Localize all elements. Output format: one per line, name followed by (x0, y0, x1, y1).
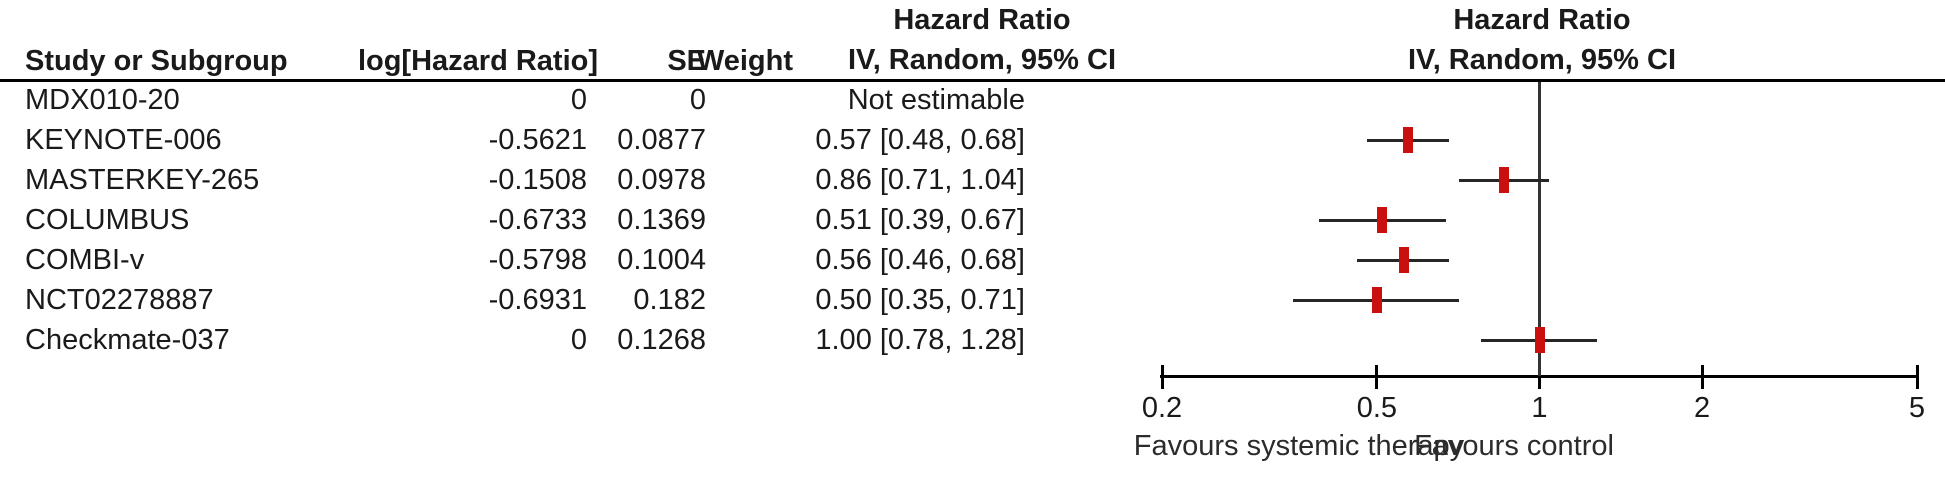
col-header-hazard-ratio-text: Hazard Ratio IV, Random, 95% CI (822, 0, 1142, 80)
ci-text-value: 1.00 [0.78, 1.28] (815, 324, 1025, 356)
col-header-study: Study or Subgroup (25, 45, 288, 77)
log-hr-value: 0 (570, 84, 587, 116)
se-value: 0.182 (633, 284, 706, 316)
ci-text-value: 0.56 [0.46, 0.68] (815, 244, 1025, 276)
se-value: 0.0978 (617, 164, 706, 196)
study-row: NCT02278887 -0.6931 0.182 0.50 [0.35, 0.… (0, 280, 1945, 320)
study-name: NCT02278887 (25, 284, 214, 316)
axis-tick (1160, 365, 1164, 389)
axis-tick-label: 1 (1531, 392, 1548, 424)
se-value: 0.0877 (617, 124, 706, 156)
se-value: 0.1369 (617, 204, 706, 236)
col-header-hazard-ratio-text-line2: IV, Random, 95% CI (847, 44, 1117, 76)
col-header-se: SE (667, 45, 706, 77)
favours-left-label: Favours systemic therapy (1133, 430, 1465, 462)
study-name: MASTERKEY-265 (25, 164, 260, 196)
log-hr-value: 0 (570, 324, 587, 356)
hr-marker (1402, 127, 1413, 153)
ci-text-value: 0.57 [0.48, 0.68] (815, 124, 1025, 156)
log-hr-value: -0.6931 (488, 284, 587, 316)
axis-tick (1538, 365, 1541, 389)
log-hr-value: -0.6733 (488, 204, 587, 236)
favours-right-label: Favours control (1414, 430, 1614, 462)
study-row: Checkmate-037 0 0.1268 1.00 [0.78, 1.28] (0, 320, 1945, 360)
study-row: COLUMBUS -0.6733 0.1369 0.51 [0.39, 0.67… (0, 200, 1945, 240)
axis-tick-label: 2 (1694, 392, 1711, 424)
axis-tick (1915, 365, 1919, 389)
axis-tick (1700, 365, 1704, 389)
study-name: COMBI-v (25, 244, 145, 276)
axis-tick (1375, 365, 1379, 389)
study-row: MDX010-20 0 0 Not estimable (0, 80, 1945, 120)
log-hr-value: -0.5798 (488, 244, 587, 276)
study-row: MASTERKEY-265 -0.1508 0.0978 0.86 [0.71,… (0, 160, 1945, 200)
study-name: COLUMBUS (25, 204, 190, 236)
axis-tick-label: 0.5 (1356, 392, 1398, 424)
header-divider-line (0, 79, 1945, 82)
hr-marker (1499, 167, 1510, 193)
hr-marker (1371, 287, 1382, 313)
col-header-log-hazard-ratio: log[Hazard Ratio] (357, 45, 598, 77)
ci-text-value: 0.50 [0.35, 0.71] (815, 284, 1025, 316)
ci-text-value: 0.51 [0.39, 0.67] (815, 204, 1025, 236)
hr-marker (1398, 247, 1409, 273)
se-value: 0.1268 (617, 324, 706, 356)
col-header-hazard-ratio-text-line1: Hazard Ratio (893, 4, 1071, 36)
col-header-weight: Weight (696, 45, 793, 77)
col-header-hazard-ratio-plot-line1: Hazard Ratio (1453, 4, 1631, 36)
log-hr-value: -0.1508 (488, 164, 587, 196)
se-value: 0 (689, 84, 706, 116)
hr-marker (1534, 327, 1545, 353)
ci-text-value: Not estimable (847, 84, 1025, 116)
col-header-hazard-ratio-plot-line2: IV, Random, 95% CI (1407, 44, 1677, 76)
study-name: KEYNOTE-006 (25, 124, 222, 156)
axis-tick-label: 0.2 (1141, 392, 1183, 424)
hr-marker (1376, 207, 1387, 233)
ci-text-value: 0.86 [0.71, 1.04] (815, 164, 1025, 196)
col-header-hazard-ratio-plot: Hazard Ratio IV, Random, 95% CI (1342, 0, 1742, 80)
study-name: MDX010-20 (25, 84, 180, 116)
no-effect-line (1538, 82, 1541, 376)
se-value: 0.1004 (617, 244, 706, 276)
log-hr-value: -0.5621 (488, 124, 587, 156)
axis-tick-label: 5 (1908, 392, 1926, 424)
study-name: Checkmate-037 (25, 324, 230, 356)
study-row: COMBI-v -0.5798 0.1004 0.56 [0.46, 0.68] (0, 240, 1945, 280)
study-row: KEYNOTE-006 -0.5621 0.0877 0.57 [0.48, 0… (0, 120, 1945, 160)
